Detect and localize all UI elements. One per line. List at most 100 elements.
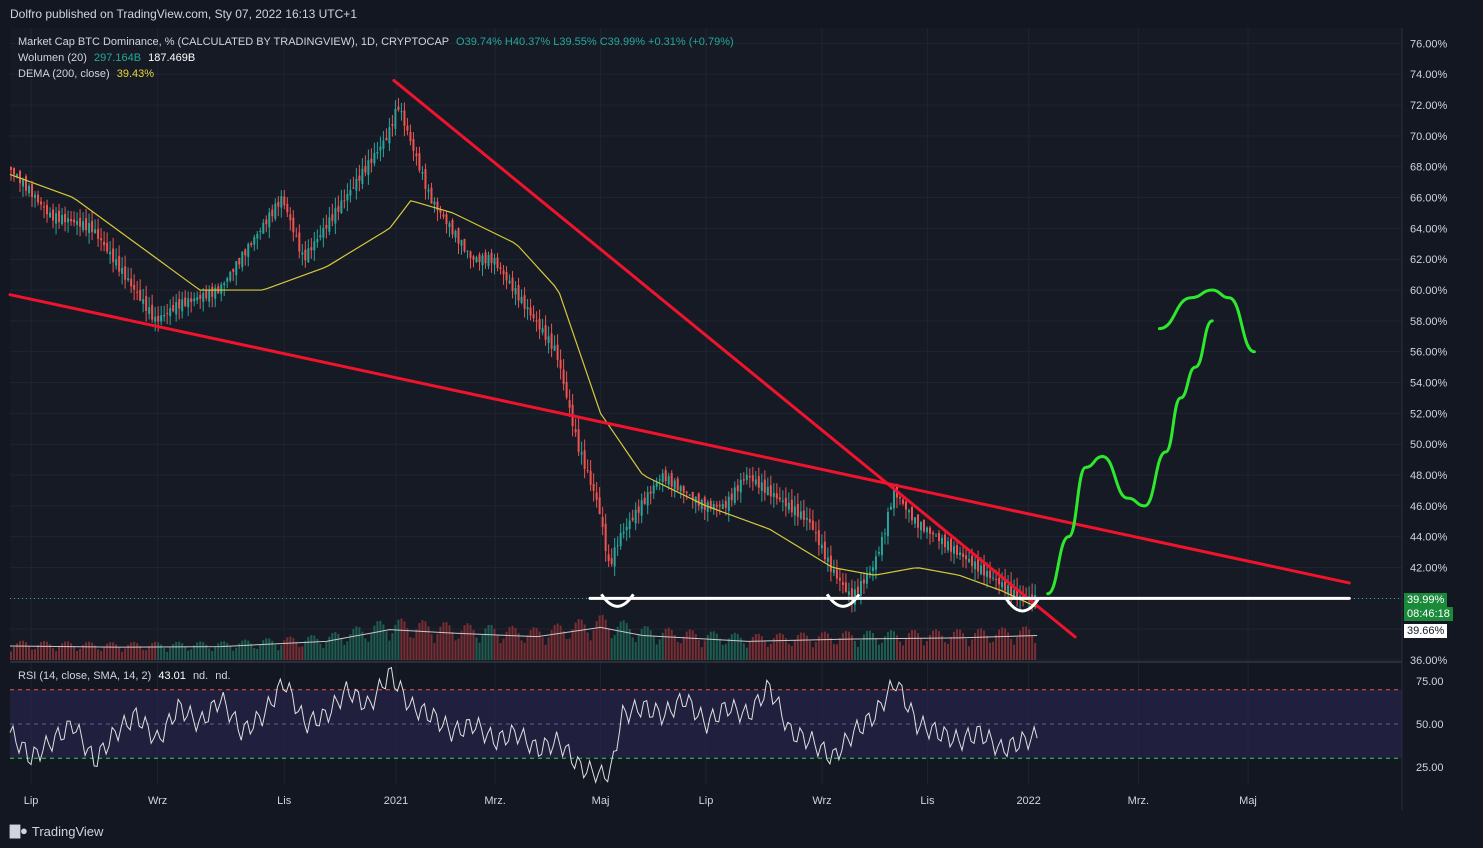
candle-body: [962, 553, 965, 557]
volume-bar: [148, 646, 151, 660]
candle-body: [526, 307, 529, 310]
volume-bar: [760, 636, 763, 660]
volume-ma-line: [9, 626, 1038, 648]
candle-body: [739, 479, 742, 493]
legend-symbol[interactable]: Market Cap BTC Dominance, % (CALCULATED …: [18, 36, 449, 48]
volume-bar: [790, 646, 793, 660]
legend-dema-label[interactable]: DEMA (200, close): [18, 68, 110, 80]
candle-body: [19, 171, 22, 184]
candle-body: [625, 526, 628, 531]
volume-bar: [232, 650, 235, 660]
volume-bar: [889, 630, 892, 660]
candle-body: [484, 252, 487, 264]
candle-body: [52, 209, 55, 221]
volume-bar: [742, 643, 745, 660]
volume-bar: [838, 637, 841, 660]
tradingview-brand[interactable]: ▇● TradingView: [10, 823, 103, 839]
support-arc: [1005, 598, 1040, 613]
volume-bar: [556, 623, 559, 660]
candle-body: [301, 252, 304, 255]
volume-bar: [472, 629, 475, 660]
candle-body: [91, 220, 94, 233]
candle-body: [628, 520, 631, 529]
volume-bar: [469, 624, 472, 660]
volume-bar: [304, 640, 307, 660]
volume-bar: [208, 648, 211, 660]
volume-bar: [301, 646, 304, 660]
candle-body: [523, 295, 526, 309]
volume-bar: [475, 637, 478, 660]
legend-main-row[interactable]: Market Cap BTC Dominance, % (CALCULATED …: [18, 36, 734, 48]
legend-rsi-label[interactable]: RSI (14, close, SMA, 14, 2): [18, 670, 152, 682]
candle-body: [907, 510, 910, 513]
candle-body: [622, 531, 625, 534]
volume-bar: [88, 641, 91, 660]
candle-body: [385, 137, 388, 141]
candle-body: [643, 497, 646, 504]
legend-rsi-value: 43.01: [158, 670, 186, 682]
candle-body: [412, 139, 415, 151]
candle-body: [325, 224, 328, 229]
volume-bar: [397, 619, 400, 660]
candle-body: [28, 185, 31, 194]
volume-bar: [781, 634, 784, 660]
projection-path: [1046, 319, 1214, 596]
candle-body: [574, 429, 577, 433]
candle-body: [115, 259, 118, 266]
volume-bar: [811, 647, 814, 660]
candle-body: [697, 493, 700, 506]
volume-bar: [787, 643, 790, 660]
candle-body: [1001, 582, 1004, 588]
legend-volume-row[interactable]: Wolumen (20) 297.164B 187.469B: [18, 52, 195, 64]
volume-bar: [601, 614, 604, 660]
candle-body: [394, 108, 397, 129]
candle-body: [859, 580, 862, 596]
volume-bar: [430, 634, 433, 660]
volume-bar: [613, 635, 616, 660]
candle-body: [538, 318, 541, 330]
volume-bar: [799, 632, 802, 660]
candle-body: [562, 369, 565, 384]
volume-bar: [52, 648, 55, 660]
volume-bar: [910, 630, 913, 660]
price-tick-label: 68.00%: [1410, 162, 1448, 174]
volume-bar: [751, 636, 754, 660]
volume-bar: [589, 640, 592, 660]
volume-bar: [508, 627, 511, 660]
candle-body: [580, 452, 583, 455]
legend-rsi-row[interactable]: RSI (14, close, SMA, 14, 2) 43.01 nd. nd…: [18, 670, 231, 682]
legend-volume-v2: 187.469B: [148, 52, 196, 64]
candle-body: [817, 530, 820, 546]
volume-bar: [322, 648, 325, 660]
volume-bar: [280, 644, 283, 660]
volume-bar: [367, 641, 370, 660]
candle-body: [923, 519, 926, 532]
candle-body: [760, 482, 763, 491]
candle-body: [799, 511, 802, 519]
volume-bar: [496, 635, 499, 660]
candle-body: [229, 271, 232, 281]
volume-bar: [277, 650, 280, 660]
price-tick-label: 66.00%: [1410, 193, 1448, 205]
volume-bar: [1034, 642, 1037, 660]
legend-dema-row[interactable]: DEMA (200, close) 39.43%: [18, 68, 154, 80]
candle-body: [43, 206, 46, 208]
candle-body: [406, 125, 409, 131]
candle-body: [568, 400, 571, 408]
candle-body: [553, 345, 556, 351]
candle-body: [148, 307, 151, 314]
candle-body: [751, 475, 754, 482]
volume-bar: [190, 649, 193, 660]
candle-body: [340, 200, 343, 213]
candle-body: [679, 486, 682, 492]
volume-bar: [361, 631, 364, 660]
legend-volume-label[interactable]: Wolumen (20): [18, 52, 87, 64]
volume-bar: [19, 641, 22, 660]
volume-bar: [376, 621, 379, 660]
candle-body: [956, 545, 959, 555]
time-tick-label: Maj: [592, 795, 610, 807]
volume-bar: [823, 631, 826, 660]
volume-bar: [595, 621, 598, 660]
candle-body: [565, 382, 568, 398]
